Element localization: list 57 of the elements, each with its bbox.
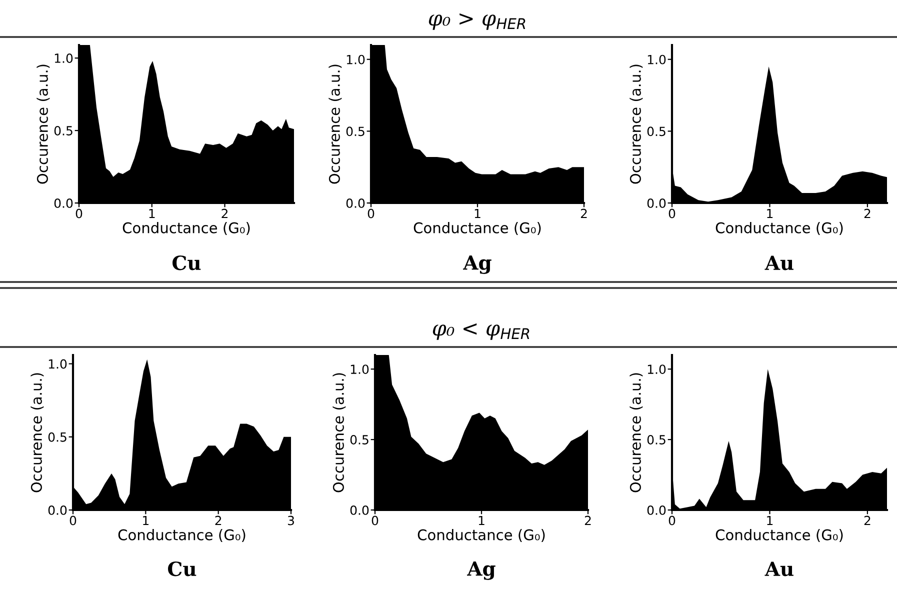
y-tick-label: 0.5 — [350, 435, 368, 444]
x-tick-label: 2 — [584, 516, 591, 526]
text: Cu — [172, 255, 201, 270]
y-tick-label: 1.0 — [48, 359, 67, 369]
x-tick-label: 0 — [668, 516, 676, 526]
y-axis-title: Occurence (a.u.) — [328, 64, 342, 184]
y-tick-label: 0.0 — [48, 505, 67, 515]
y-tick-label: 0.5 — [647, 435, 666, 444]
x-tick-label: 1 — [143, 516, 148, 526]
x-tick-label: 0 — [76, 208, 82, 218]
chart-title: φ₀ > φ$_{HER}$ — [428, 13, 526, 30]
x-tick-label: 1 — [767, 208, 773, 218]
y-tick-label: 1.0 — [346, 54, 365, 64]
x-tick-label: 1 — [767, 516, 773, 526]
text: Ag — [467, 561, 496, 580]
y-tick-label: 0.5 — [647, 126, 666, 136]
y-axis-title: Occurence (a.u.) — [332, 373, 346, 492]
x-axis-title: Conductance (G₀) — [122, 222, 250, 236]
x-tick-label: 2 — [215, 516, 222, 526]
chart-title: φ₀ < φ$_{HER}$ — [432, 323, 530, 340]
text: Cu — [168, 561, 196, 576]
y-tick-label: 0.0 — [54, 198, 73, 208]
y-axis-title: Occurence (a.u.) — [630, 64, 643, 184]
x-tick-label: 0 — [372, 516, 378, 526]
x-axis-title: Conductance (G₀) — [414, 222, 541, 236]
y-tick-label: 1.0 — [648, 364, 666, 374]
x-tick-label: 1 — [478, 516, 484, 526]
y-tick-label: 0.5 — [346, 126, 364, 136]
y-tick-label: 0.5 — [54, 126, 72, 136]
x-tick-label: 2 — [864, 516, 870, 526]
y-tick-label: 0.0 — [350, 505, 369, 515]
x-tick-label: 1 — [474, 208, 480, 218]
text: Ag — [463, 255, 492, 274]
text: Au — [764, 256, 794, 270]
y-tick-label: 0.0 — [346, 198, 365, 208]
x-tick-label: 2 — [580, 208, 587, 218]
y-tick-label: 1.0 — [350, 364, 369, 374]
x-axis-title: Conductance (G₀) — [118, 529, 246, 542]
y-tick-label: 0.5 — [48, 432, 66, 442]
y-tick-label: 1.0 — [54, 54, 73, 63]
y-axis-title: Occurence (a.u.) — [630, 373, 643, 492]
x-tick-label: 0 — [70, 516, 76, 526]
x-tick-label: 0 — [368, 208, 374, 218]
x-axis-title: Conductance (G₀) — [716, 529, 843, 542]
x-axis-title: Conductance (G₀) — [418, 529, 545, 542]
x-tick-label: 2 — [864, 208, 870, 218]
y-tick-label: 1.0 — [648, 54, 666, 64]
y-tick-label: 0.0 — [647, 198, 666, 208]
x-axis-title: Conductance (G₀) — [716, 222, 843, 236]
x-tick-label: 2 — [222, 208, 228, 218]
y-tick-label: 0.0 — [647, 505, 666, 515]
x-tick-label: 3 — [288, 516, 294, 526]
x-tick-label: 0 — [668, 208, 676, 218]
y-axis-title: Occurence (a.u.) — [30, 373, 44, 492]
x-tick-label: 1 — [149, 208, 155, 218]
y-axis-title: Occurence (a.u.) — [36, 64, 50, 184]
text: Au — [764, 562, 794, 576]
